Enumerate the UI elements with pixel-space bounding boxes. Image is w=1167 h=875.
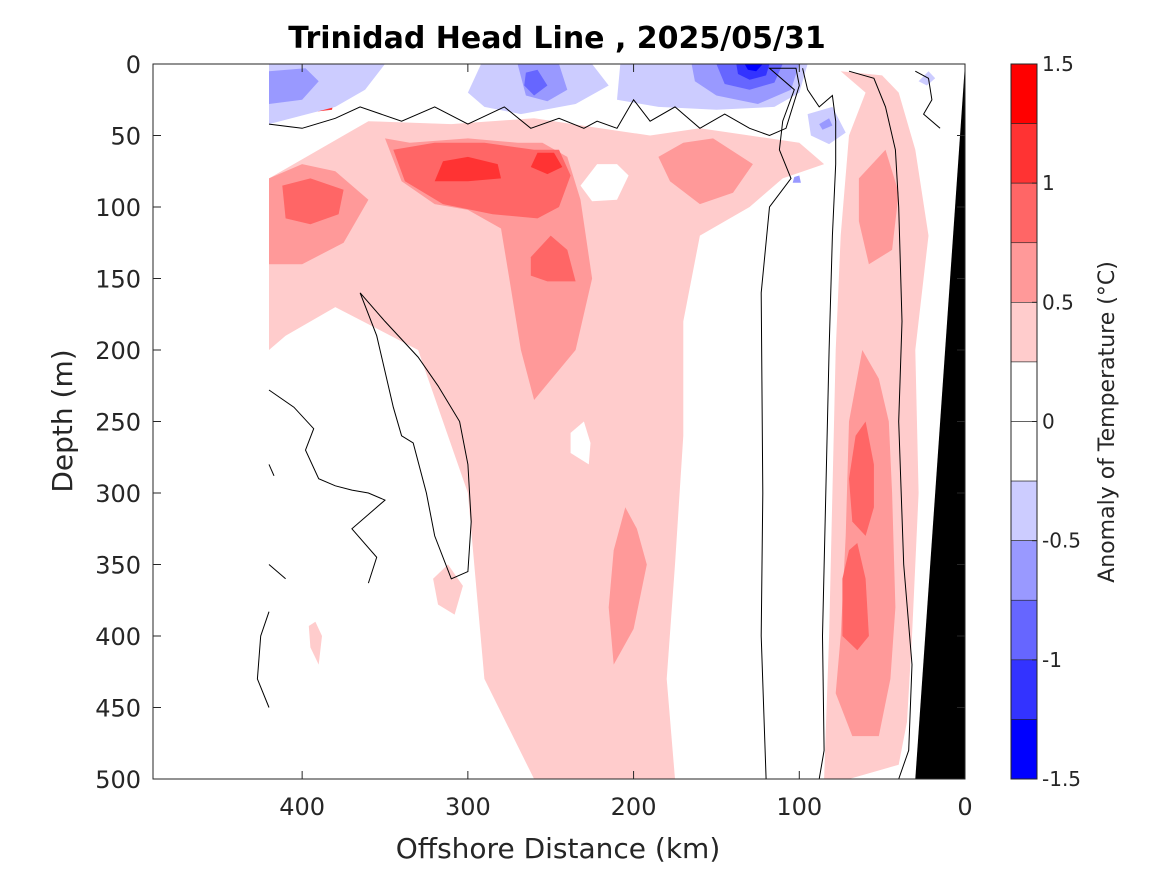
anomaly-region-0 [269,118,825,779]
colorbar-segment-0 [1010,63,1038,124]
y-tick-label: 0 [126,51,141,79]
colorbar-segment-2 [1010,182,1038,244]
anomaly-region-10 [393,142,571,219]
y-tick-label: 250 [95,409,141,437]
y-tick-label: 200 [95,337,141,365]
y-tick-label: 300 [95,480,141,508]
seafloor-shape [915,64,965,779]
colorbar-segment-8 [1010,540,1038,601]
colorbar-tick-label: -1.5 [1042,767,1081,791]
anomaly-region-13 [849,421,874,536]
zero-contour-7 [848,70,913,779]
y-tick-label: 50 [110,123,141,151]
colorbar-segment-7 [1010,480,1038,541]
x-tick-label: 200 [611,793,657,821]
y-axis-label: Depth (m) [46,349,79,492]
zero-contour-4 [256,611,270,708]
colorbar-segment-6 [1010,421,1038,482]
anomaly-region-7 [608,507,647,665]
colorbar-tick-label: 0.5 [1042,290,1074,314]
anomaly-region-33 [570,421,591,465]
colorbar-segment-3 [1010,242,1038,303]
y-tick-label: 100 [95,194,141,222]
colorbar-tick-label: -0.5 [1042,529,1081,553]
anomaly-region-26 [819,118,833,130]
colorbar-label: Anomaly of Temperature (°C) [1095,261,1120,583]
y-tick-label: 350 [95,552,141,580]
y-axis-ticks: 0 50 100 150 200 250 300 350 400 450 500 [95,51,965,794]
zero-contour-3 [268,389,386,584]
colorbar-segment-5 [1010,361,1038,422]
anomaly-region-6 [658,138,753,205]
anomaly-region-2 [308,621,322,665]
anomaly-region-14 [842,543,869,651]
anomaly-region-22 [918,71,936,86]
colorbar-segment-11 [1010,719,1038,780]
colorbar-segment-10 [1010,659,1038,720]
zero-contour-lines [256,67,961,779]
anomaly-region-15 [434,156,501,182]
colorbar-tick-label: 0 [1042,410,1055,434]
anomaly-region-32 [580,164,629,202]
y-tick-label: 150 [95,266,141,294]
colorbar-ticks: 1.5 1 0.5 0 -0.5 -1 -1.5 [1032,52,1081,791]
zero-contour-5 [268,464,275,477]
x-tick-label: 400 [279,793,325,821]
anomaly-region-27 [792,175,801,183]
zero-contour-2 [359,292,472,580]
anomaly-region-8 [858,149,899,265]
x-tick-label: 300 [445,793,491,821]
temperature-anomaly-fill [269,64,936,779]
anomaly-region-29 [524,69,548,96]
anomaly-region-11 [282,178,344,225]
x-tick-label: 0 [957,793,972,821]
y-tick-label: 500 [95,766,141,794]
colorbar-segment-1 [1010,123,1038,184]
y-tick-label: 400 [95,623,141,651]
x-axis-label: Offshore Distance (km) [396,832,721,865]
zero-contour-0 [268,67,800,779]
seafloor [915,64,965,779]
colorbar-segment-4 [1010,302,1038,363]
anomaly-region-23 [269,68,319,104]
colorbar-tick-label: -1 [1042,648,1062,672]
anomaly-region-30 [736,64,770,80]
plot-area: 400 300 200 100 0 0 50 100 150 200 250 300 350 400 45… [95,51,972,821]
anomaly-region-12 [530,235,576,282]
chart-title: Trinidad Head Line , 2025/05/31 [288,21,825,56]
y-tick-label: 450 [95,695,141,723]
x-axis-ticks: 400 300 200 100 0 [279,64,973,821]
colorbar: 1.5 1 0.5 0 -0.5 -1 -1.5 Anomaly of Temperatur… [1010,52,1120,791]
zero-contour-6 [268,564,286,580]
anomaly-region-31 [744,64,763,72]
zero-contour-8 [915,70,941,129]
x-tick-label: 100 [776,793,822,821]
colorbar-tick-label: 1 [1042,171,1055,195]
zero-contour-1 [802,68,837,779]
colorbar-segment-9 [1010,599,1038,661]
colorbar-tick-label: 1.5 [1042,52,1074,76]
anomaly-region-16 [530,152,563,175]
